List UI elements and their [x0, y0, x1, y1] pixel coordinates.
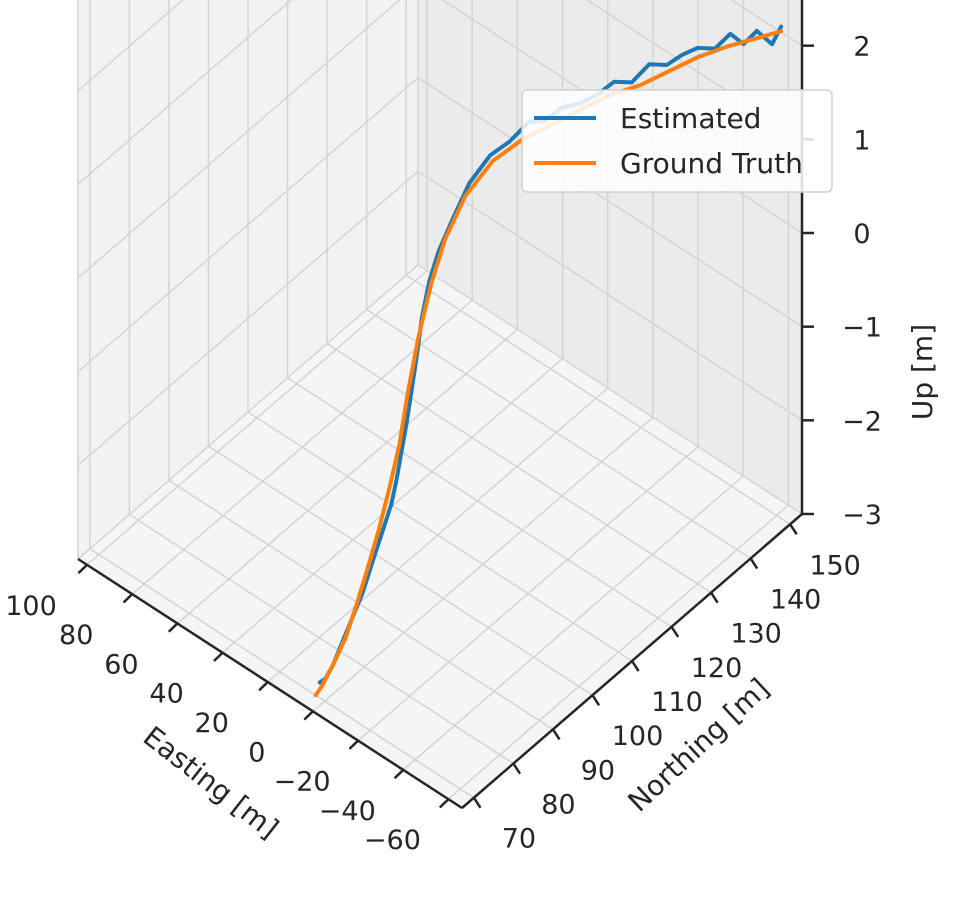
- legend-label-ground-truth: Ground Truth: [620, 147, 803, 180]
- y-axis-tick: [749, 557, 759, 570]
- y-axis-tick-label: 100: [612, 721, 664, 752]
- x-axis-tick: [438, 798, 450, 809]
- grid-line-floor-y: [168, 479, 554, 731]
- y-axis-tick: [670, 626, 680, 638]
- grid-line-wall-z-left: [77, 264, 419, 560]
- y-axis-tick: [591, 694, 601, 706]
- grid-line-floor-y: [247, 411, 633, 662]
- grid-line-wall-z-left: [77, 0, 293, 185]
- x-axis-tick-label: −40: [319, 796, 376, 827]
- x-axis-tick-label: 40: [149, 679, 183, 710]
- z-axis-title: Up [m]: [906, 324, 939, 420]
- grid-line-wall-z-left: [77, 0, 184, 92]
- y-axis-tick-label: 90: [581, 755, 615, 786]
- z-axis-tick-label: 2: [853, 32, 870, 63]
- z-axis-tick-label: 0: [853, 219, 870, 250]
- x-axis-tick: [393, 769, 405, 780]
- grid-line-wall-z-left: [77, 0, 401, 279]
- y-axis-tick-label: 80: [541, 790, 575, 821]
- y-axis-tick: [710, 591, 719, 604]
- x-axis-tick-label: 60: [104, 649, 138, 680]
- x-axis-tick-label: −60: [364, 825, 421, 856]
- x-axis-tick: [213, 651, 224, 662]
- series-layer: [313, 24, 784, 698]
- z-axis-tick-label: −2: [842, 406, 882, 437]
- x-axis-tick: [258, 681, 269, 692]
- grid-line-floor-y: [128, 513, 514, 765]
- legend-box: [521, 89, 833, 193]
- y-axis-tick-label: 130: [730, 619, 782, 650]
- grid-line-floor-y: [89, 548, 475, 799]
- y-axis-tick-label: 70: [502, 824, 536, 855]
- grid-line-floor-y: [208, 445, 593, 696]
- grid-line-wall-z-right: [417, 170, 803, 421]
- z-axis-tick-label: −3: [842, 500, 882, 531]
- grid-line-wall-z-right: [730, 0, 803, 47]
- grid-line-floor-y: [366, 308, 752, 560]
- grid-line-wall-z-left: [77, 77, 419, 373]
- legend: Estimated Ground Truth: [521, 89, 833, 193]
- x-axis-tick: [303, 710, 314, 721]
- z-axis-tick-label: 1: [853, 125, 870, 156]
- grid-line-floor-y: [287, 377, 672, 628]
- y-axis-tick-label: 110: [651, 687, 703, 718]
- x-axis-tick: [77, 563, 88, 575]
- x-axis-tick-label: 80: [59, 620, 93, 651]
- x-axis-tick: [348, 739, 359, 750]
- y-axis-tick-label: 150: [809, 550, 861, 581]
- x-axis-tick: [167, 622, 179, 633]
- tick-marks: −60−40−200204060801007080901001101201301…: [5, 32, 882, 857]
- z-axis-tick-label: −1: [842, 313, 882, 344]
- y-axis-tick: [551, 728, 561, 741]
- x-axis-tick: [122, 593, 134, 604]
- grid-line-floor-y: [405, 274, 791, 525]
- grid-line-floor-y: [326, 342, 712, 594]
- x-axis-tick-label: 0: [248, 737, 265, 768]
- x-axis-tick-label: 100: [5, 591, 57, 622]
- x-axis-tick-label: 20: [195, 708, 229, 739]
- grid-line-wall-z-right: [417, 77, 803, 328]
- y-axis-tick: [630, 660, 640, 672]
- y-axis-tick: [789, 523, 798, 536]
- x-axis-line: [77, 557, 463, 810]
- legend-label-estimated: Estimated: [620, 102, 761, 135]
- y-axis-tick-label: 140: [770, 584, 822, 615]
- grid-line-wall-z-left: [77, 170, 419, 466]
- series-line-ground-truth: [313, 29, 784, 698]
- x-axis-tick-label: −20: [274, 767, 331, 798]
- grid-line-wall-z-right: [417, 264, 803, 515]
- y-axis-tick: [472, 797, 482, 809]
- y-axis-tick-label: 120: [691, 653, 743, 684]
- y-axis-tick: [512, 762, 522, 775]
